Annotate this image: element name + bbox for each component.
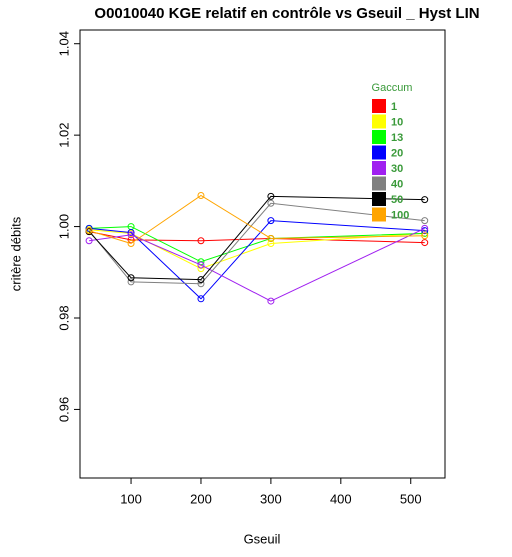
legend-swatch <box>372 130 386 144</box>
y-tick-label: 1.02 <box>56 122 71 147</box>
data-point <box>267 239 275 247</box>
data-point <box>197 261 205 269</box>
plot-box <box>79 29 446 479</box>
series-line <box>89 229 425 270</box>
data-point <box>197 295 205 303</box>
legend-label: 100 <box>391 209 409 221</box>
legend-label: 20 <box>391 147 403 159</box>
data-point <box>197 280 205 288</box>
x-tick-label: 200 <box>190 491 212 506</box>
legend-label: 1 <box>391 101 397 113</box>
data-point <box>267 199 275 207</box>
series-line <box>88 194 425 245</box>
data-point <box>85 227 93 235</box>
legend-label: 10 <box>391 116 403 128</box>
legend-swatch <box>372 161 386 175</box>
legend-label: 30 <box>391 163 403 175</box>
data-point <box>127 239 135 247</box>
series-line <box>89 226 425 263</box>
legend-title: Gaccum <box>372 82 413 94</box>
data-point <box>267 217 275 225</box>
series-line <box>89 227 425 302</box>
data-point <box>421 224 429 232</box>
legend-swatch <box>372 99 386 113</box>
data-point <box>421 217 429 225</box>
legend-swatch <box>372 207 386 222</box>
data-point <box>197 265 205 273</box>
data-point <box>127 278 135 286</box>
x-axis-label: Gseuil <box>244 531 281 546</box>
series-line <box>88 202 425 285</box>
data-point <box>85 237 93 245</box>
legend-swatch <box>372 114 386 129</box>
data-point <box>197 276 205 284</box>
legend-swatch <box>372 145 386 160</box>
series-line <box>88 195 425 281</box>
legend-label: 13 <box>391 132 403 144</box>
y-tick-label: 0.96 <box>56 397 71 422</box>
x-tick-label: 400 <box>330 491 352 506</box>
data-point <box>421 232 429 240</box>
legend-swatch <box>372 176 386 191</box>
y-axis-label: critère débits <box>8 216 23 291</box>
series-line <box>89 220 425 300</box>
data-point <box>267 192 275 200</box>
data-point <box>127 229 135 237</box>
y-tick-label: 1.00 <box>56 214 71 239</box>
chart-title: O0010040 KGE relatif en contrôle vs Gseu… <box>94 5 479 22</box>
legend-label: 50 <box>391 194 403 206</box>
legend-label: 40 <box>391 178 403 190</box>
data-point <box>421 227 429 235</box>
x-tick-label: 300 <box>260 491 282 506</box>
data-point <box>197 237 205 245</box>
y-tick-label: 0.98 <box>56 305 71 330</box>
x-tick-label: 500 <box>400 491 422 506</box>
y-tick-label: 1.04 <box>56 31 71 56</box>
x-tick-label: 100 <box>120 491 142 506</box>
legend-swatch <box>372 192 386 206</box>
data-point <box>127 274 135 282</box>
data-point <box>267 234 275 242</box>
data-point <box>421 239 429 247</box>
data-point <box>267 297 275 305</box>
data-point <box>197 191 205 199</box>
data-point <box>421 196 429 204</box>
data-point <box>127 231 135 239</box>
